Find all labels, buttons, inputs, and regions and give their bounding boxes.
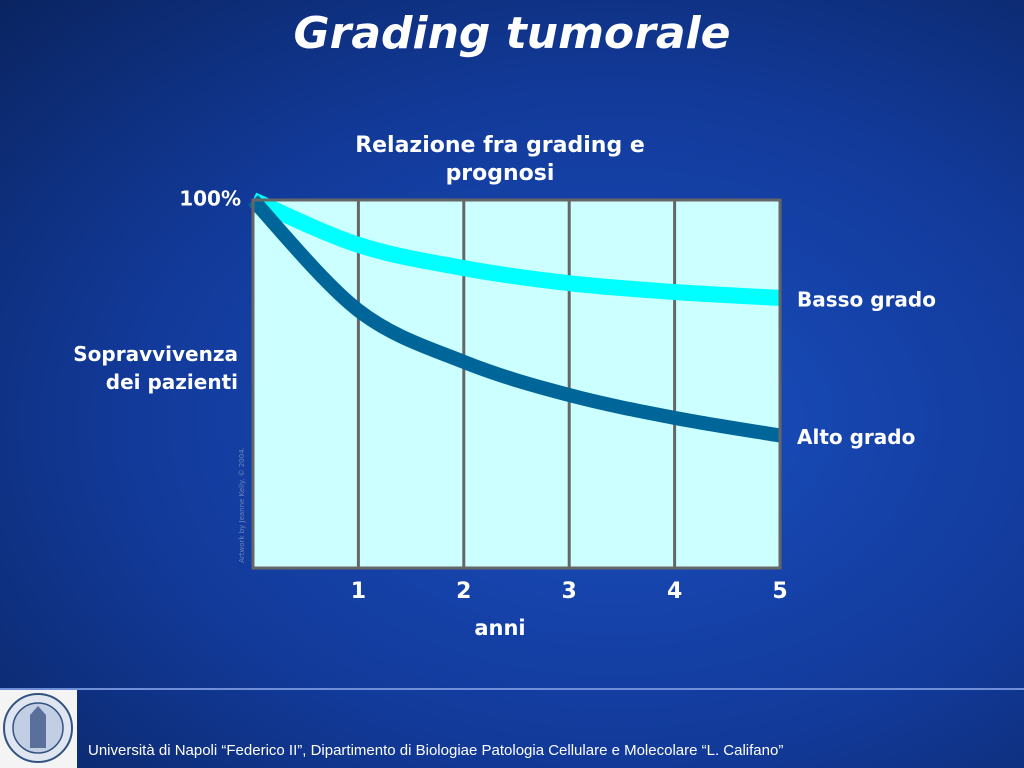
y-axis-label: Sopravvivenza dei pazienti	[73, 342, 238, 394]
x-tick-label: 2	[456, 579, 471, 604]
x-tick-label: 5	[772, 579, 787, 604]
series-label: Basso grado	[797, 287, 936, 311]
x-axis-label: anni	[474, 616, 526, 640]
y-tick-label: 100%	[179, 187, 241, 211]
series-label: Alto grado	[797, 425, 915, 449]
credit: Artwork by Jeanne Kelly. © 2004.	[238, 447, 246, 563]
footer-rule	[0, 688, 1024, 690]
x-tick-label: 3	[562, 579, 577, 604]
plot-border	[251, 198, 782, 570]
university-seal	[0, 690, 77, 768]
footer: Università di Napoli “Federico II”, Dipa…	[88, 742, 784, 759]
x-tick-label: 4	[667, 579, 682, 604]
x-tick-label: 1	[351, 579, 366, 604]
chart-title: Relazione fra grading e prognosi	[355, 133, 645, 186]
line	[247, 195, 782, 443]
slide-title: Grading tumorale	[293, 8, 731, 59]
line	[249, 192, 781, 306]
